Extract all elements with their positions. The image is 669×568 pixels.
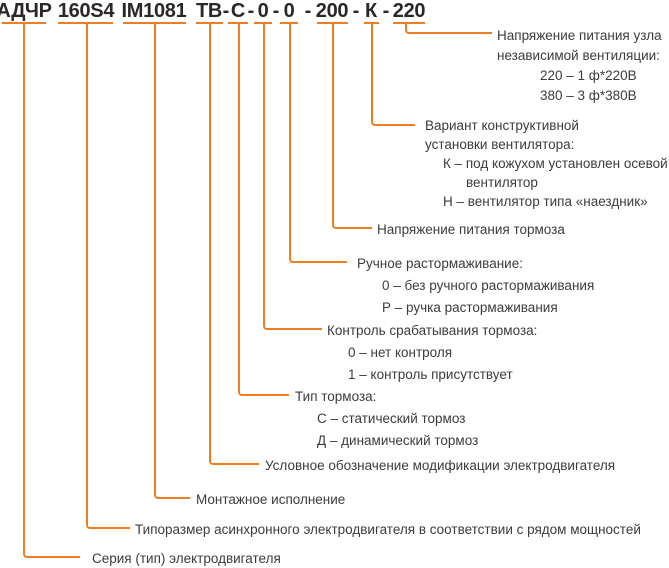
connector-manual-release bbox=[289, 22, 347, 263]
connector-mounting bbox=[154, 22, 190, 499]
label-option: 1 – контроль присутствует bbox=[348, 367, 513, 382]
code-separator: - bbox=[222, 0, 230, 22]
label-line: Серия (тип) электродвигателя bbox=[92, 551, 281, 566]
label-option: Н – вентилятор типа «наездник» bbox=[443, 194, 648, 209]
label-option: 220 – 1 ф*220В bbox=[540, 68, 637, 83]
label-fan-mounting-variant: Вариант конструктивной установки вентиля… bbox=[425, 116, 668, 211]
connector-brake-control bbox=[263, 22, 322, 330]
label-option: 0 – без ручного растормаживания bbox=[382, 278, 595, 293]
label-modification: Условное обозначение модификации электро… bbox=[265, 456, 615, 475]
connector-vent-voltage bbox=[405, 22, 492, 34]
label-series: Серия (тип) электродвигателя bbox=[92, 549, 281, 568]
label-frame-size: Типоразмер асинхронного электродвигателя… bbox=[135, 520, 641, 539]
label-line: Ручное растормаживание: bbox=[357, 256, 523, 271]
code-segment-mounting: IM1081 bbox=[121, 0, 187, 22]
code-segment-modification: ТВ bbox=[195, 0, 223, 22]
label-line: установки вентилятора: bbox=[425, 137, 575, 152]
label-vent-supply-voltage: Напряжение питания узла независимой вент… bbox=[497, 26, 662, 106]
code-segment-frame-size: 160S4 bbox=[57, 0, 115, 22]
code-separator: - bbox=[247, 0, 255, 22]
label-line: Условное обозначение модификации электро… bbox=[265, 458, 616, 473]
code-separator: - bbox=[272, 0, 280, 22]
label-option: 380 – 3 ф*380В bbox=[540, 88, 637, 103]
label-line: Монтажное исполнение bbox=[196, 492, 346, 507]
code-segment-vent-voltage: 220 bbox=[392, 0, 426, 22]
label-line: Напряжение питания узла bbox=[497, 28, 662, 43]
code-segment-series: АДЧР bbox=[0, 0, 52, 22]
connector-brake-type bbox=[238, 22, 289, 396]
label-brake-operation-control: Контроль срабатывания тормоза: 0 – нет к… bbox=[327, 320, 537, 386]
connector-brake-voltage bbox=[332, 22, 372, 229]
underline-vent-voltage bbox=[393, 22, 425, 24]
label-option: 0 – нет контроля bbox=[348, 345, 453, 360]
label-line: независимой вентиляции: bbox=[497, 48, 660, 63]
connector-series bbox=[23, 22, 80, 558]
underline-frame-size bbox=[58, 22, 113, 24]
label-line: Вариант конструктивной bbox=[425, 118, 579, 133]
label-line: Типоразмер асинхронного электродвигателя… bbox=[135, 522, 641, 537]
label-line: Тип тормоза: bbox=[295, 389, 377, 404]
label-option: К – под кожухом установлен осевой bbox=[443, 156, 668, 171]
code-separator: - bbox=[304, 0, 312, 22]
connector-modification bbox=[209, 22, 259, 465]
label-option-wrap: вентилятор bbox=[466, 175, 538, 190]
label-brake-supply-voltage: Напряжение питания тормоза bbox=[377, 220, 565, 239]
code-segment-manual-release: 0 bbox=[283, 0, 295, 22]
label-line: Контроль срабатывания тормоза: bbox=[327, 323, 538, 338]
code-separator: - bbox=[352, 0, 360, 22]
code-separator: - bbox=[382, 0, 390, 22]
label-option: Р – ручка растормаживания bbox=[382, 300, 558, 315]
code-segment-fan-variant: К bbox=[365, 0, 377, 22]
code-segment-brake-control: 0 bbox=[257, 0, 269, 22]
label-manual-release: Ручное растормаживание: 0 – без ручного … bbox=[357, 253, 594, 319]
code-segment-brake-voltage: 200 bbox=[315, 0, 349, 22]
code-segment-brake-type: С bbox=[230, 0, 246, 22]
label-option: С – статический тормоз bbox=[317, 411, 466, 426]
connector-fan-variant bbox=[371, 22, 415, 126]
label-option: Д – динамический тормоз bbox=[317, 433, 479, 448]
label-line: Напряжение питания тормоза bbox=[377, 222, 565, 237]
connector-frame-size bbox=[86, 22, 130, 529]
label-brake-type: Тип тормоза: С – статический тормоз Д – … bbox=[295, 386, 478, 452]
label-mounting-arrangement: Монтажное исполнение bbox=[196, 490, 345, 509]
